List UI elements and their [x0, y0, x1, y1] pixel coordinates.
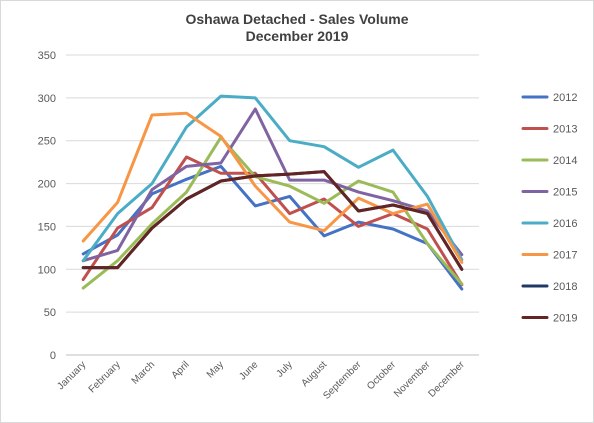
x-tick-label: October: [365, 359, 398, 392]
x-tick-label: February: [87, 359, 123, 395]
x-tick-label: June: [237, 359, 260, 382]
y-tick-label: 100: [38, 264, 56, 276]
legend-label-2012: 2012: [553, 92, 577, 104]
legend-label-2013: 2013: [553, 124, 577, 136]
chart-title: Oshawa Detached - Sales Volume: [185, 11, 409, 27]
y-tick-label: 0: [50, 350, 56, 362]
x-tick-label: December: [427, 359, 468, 400]
x-tick-label: April: [170, 359, 192, 381]
legend-label-2017: 2017: [553, 250, 577, 262]
y-tick-label: 250: [38, 136, 56, 148]
y-tick-label: 50: [44, 307, 56, 319]
legend-label-2015: 2015: [553, 187, 577, 199]
x-tick-label: May: [205, 359, 226, 380]
series-line-2015: [81, 107, 464, 263]
x-tick-label: September: [321, 359, 364, 402]
series-line-2012: [81, 164, 464, 291]
y-tick-label: 350: [38, 50, 56, 62]
legend-label-2016: 2016: [553, 218, 577, 230]
x-tick-label: March: [130, 359, 157, 386]
legend-label-2018: 2018: [553, 281, 577, 293]
series-line-2013: [81, 155, 464, 287]
x-tick-label: January: [55, 359, 88, 392]
series-line-2016: [81, 94, 464, 263]
legend-label-2014: 2014: [553, 155, 577, 167]
y-tick-label: 200: [38, 179, 56, 191]
series-line-2017: [81, 111, 464, 264]
series-line-2014: [81, 135, 464, 290]
chart-title-block: Oshawa Detached - Sales Volume December …: [1, 11, 593, 45]
y-tick-label: 150: [38, 221, 56, 233]
x-tick-label: July: [274, 359, 294, 379]
legend-label-2019: 2019: [553, 313, 577, 325]
chart-subtitle: December 2019: [245, 28, 349, 44]
y-tick-label: 300: [38, 93, 56, 105]
series-line-2019: [81, 170, 464, 271]
x-tick-label: August: [299, 359, 329, 389]
